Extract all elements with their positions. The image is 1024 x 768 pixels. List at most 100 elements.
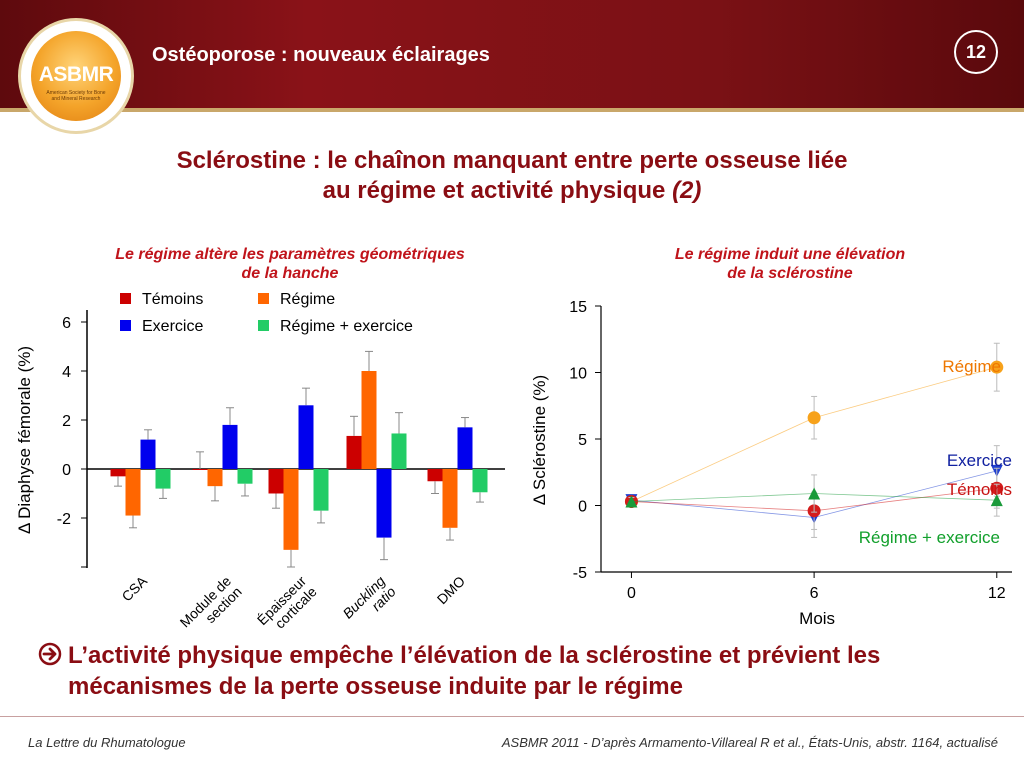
bar-y-tick-label: 6 xyxy=(62,315,71,332)
bar-y-tick-label: -2 xyxy=(57,511,71,528)
legend-label: Régime + exercice xyxy=(280,318,413,335)
line-y-tick-label: 10 xyxy=(569,366,587,383)
page-number-badge: 12 xyxy=(954,30,998,74)
bar xyxy=(313,469,329,511)
bar-y-tick-label: 2 xyxy=(62,413,71,430)
bar xyxy=(268,469,284,494)
bar xyxy=(155,469,171,489)
bar-category-label: DMO xyxy=(434,573,468,607)
legend-label: Témoins xyxy=(142,291,203,308)
footer-divider xyxy=(0,716,1024,717)
data-point xyxy=(990,360,1004,374)
line-y-axis-label: Δ Sclérostine (%) xyxy=(530,375,549,505)
data-point xyxy=(808,487,821,500)
header-title: Ostéoporose : nouveaux éclairages xyxy=(152,44,490,66)
footer-source: La Lettre du Rhumatologue xyxy=(28,735,186,750)
series-line xyxy=(631,470,997,518)
bar-y-tick-label: 0 xyxy=(62,462,71,479)
series-line xyxy=(631,366,997,502)
data-point xyxy=(624,495,638,509)
logo-acronym: ASBMR xyxy=(38,63,114,86)
bar-category-label-line: Buckling xyxy=(339,573,388,622)
bar-category-label: Module desection xyxy=(177,573,245,641)
bar-category-label-line: CSA xyxy=(118,572,150,604)
right-panel-title-line2: de la sclérostine xyxy=(727,265,853,282)
bar xyxy=(472,469,488,493)
legend-swatch xyxy=(258,320,269,331)
series-label: Exercice xyxy=(947,451,1012,470)
main-title-ref: (2) xyxy=(672,177,702,204)
main-title-line1: Sclérostine : le chaînon manquant entre … xyxy=(176,147,848,174)
line-y-tick-label: -5 xyxy=(573,565,587,582)
legend-swatch xyxy=(120,320,131,331)
data-point xyxy=(625,495,638,508)
series-line xyxy=(631,493,997,502)
series-label: Régime xyxy=(942,357,1001,376)
data-point xyxy=(990,494,1003,507)
line-x-tick-label: 12 xyxy=(988,585,1006,602)
header-divider xyxy=(0,108,1024,112)
left-panel-title: Le régime altère les paramètres géométri… xyxy=(40,245,540,283)
bar xyxy=(391,433,407,469)
legend-label: Exercice xyxy=(142,318,203,335)
logo-subtitle: American Society for Bone and Mineral Re… xyxy=(46,90,106,102)
right-panel-title-line1: Le régime induit une élévation xyxy=(674,246,906,263)
bar xyxy=(237,469,253,484)
line-x-tick-label: 0 xyxy=(627,585,636,602)
bar-category-label-line: corticale xyxy=(272,583,320,631)
bar xyxy=(427,469,443,482)
series-label: Témoins xyxy=(947,480,1012,499)
bar xyxy=(376,469,392,538)
legend-label: Régime xyxy=(280,291,335,308)
logo-emblem: ASBMR American Society for Bone and Mine… xyxy=(31,31,121,121)
conclusion-text: L’activité physique empêche l’élévation … xyxy=(68,642,881,700)
bar-category-label-line: DMO xyxy=(434,573,468,607)
bar-category-label: Bucklingratio xyxy=(339,573,398,632)
data-point xyxy=(807,411,821,425)
bar-category-label-line: ratio xyxy=(368,583,399,614)
line-x-tick-label: 6 xyxy=(810,585,819,602)
left-panel-title-line2: de la hanche xyxy=(241,265,339,282)
bar-category-label-line: Épaisseur xyxy=(254,573,310,629)
main-title-line2: au régime et activité physique (2) xyxy=(0,177,1024,205)
line-y-tick-label: 0 xyxy=(578,499,587,516)
series-label: Régime + exercice xyxy=(859,528,1000,547)
bar xyxy=(125,469,141,516)
legend-swatch xyxy=(258,293,269,304)
bar-category-label: CSA xyxy=(118,572,150,604)
data-point xyxy=(807,504,821,518)
legend-swatch xyxy=(120,293,131,304)
line-y-tick-label: 5 xyxy=(578,432,587,449)
bar xyxy=(457,427,473,469)
bar-category-label-line: section xyxy=(202,583,245,626)
bar xyxy=(346,435,362,469)
data-point xyxy=(808,511,821,524)
bar xyxy=(140,439,156,469)
bar-category-label: Épaisseurcorticale xyxy=(254,573,320,639)
bar xyxy=(207,469,223,487)
bar-category-label-line: Module de xyxy=(177,573,235,631)
main-title-line2-text: au régime et activité physique xyxy=(322,177,666,204)
asbmr-logo: ASBMR American Society for Bone and Mine… xyxy=(18,18,134,134)
footer-reference: ASBMR 2011 - D’après Armamento-Villareal… xyxy=(501,735,998,750)
bar-y-axis-label: Δ Diaphyse fémorale (%) xyxy=(15,346,34,534)
bar xyxy=(222,424,238,469)
data-point xyxy=(624,495,638,509)
data-point xyxy=(990,464,1003,477)
bar xyxy=(192,469,208,470)
bar xyxy=(442,469,458,528)
bar xyxy=(110,469,126,477)
bar xyxy=(298,405,314,469)
data-point xyxy=(625,494,638,507)
bar xyxy=(361,371,377,469)
series-line xyxy=(631,487,997,512)
line-y-tick-label: 15 xyxy=(569,299,587,316)
left-panel-title-line1: Le régime altère les paramètres géométri… xyxy=(115,246,465,263)
arrow-right-icon xyxy=(38,642,62,666)
right-panel-title: Le régime induit une élévation de la scl… xyxy=(560,245,1020,283)
line-x-axis-label: Mois xyxy=(799,609,835,628)
bar-y-tick-label: 4 xyxy=(62,364,71,381)
bar xyxy=(283,469,299,550)
data-point xyxy=(990,481,1004,495)
header-bar xyxy=(0,0,1024,108)
